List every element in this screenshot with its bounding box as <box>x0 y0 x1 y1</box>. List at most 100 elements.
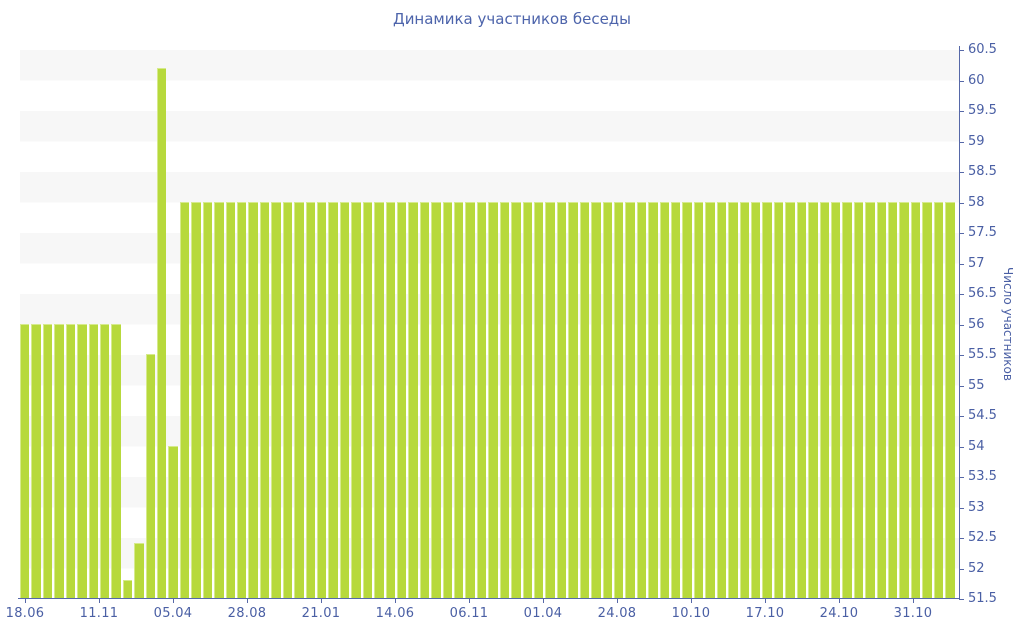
bar[interactable] <box>579 202 590 598</box>
bar[interactable] <box>728 202 738 598</box>
bar[interactable] <box>476 202 487 598</box>
bar[interactable] <box>419 202 430 598</box>
bar[interactable] <box>785 202 795 598</box>
bar[interactable] <box>499 202 510 598</box>
bar[interactable] <box>511 202 521 598</box>
x-tick <box>25 599 26 603</box>
y-tick-label: 55 <box>968 377 985 393</box>
y-tick-label: 54.5 <box>968 408 997 423</box>
x-tick <box>543 599 544 603</box>
bar[interactable] <box>122 579 133 598</box>
y-tick <box>959 355 964 356</box>
bar[interactable] <box>442 202 453 598</box>
bar[interactable] <box>739 202 749 598</box>
y-tick <box>959 294 964 295</box>
bar[interactable] <box>591 202 601 598</box>
bar[interactable] <box>910 202 921 598</box>
bar[interactable] <box>533 202 544 598</box>
bar[interactable] <box>225 202 236 598</box>
bar[interactable] <box>488 202 498 598</box>
bar[interactable] <box>865 202 875 598</box>
bar[interactable] <box>842 202 852 598</box>
bar[interactable] <box>522 202 532 598</box>
bar[interactable] <box>282 202 293 598</box>
bar[interactable] <box>31 324 41 598</box>
bar[interactable] <box>237 202 247 598</box>
bar[interactable] <box>659 202 670 598</box>
bar[interactable] <box>191 202 201 598</box>
bar[interactable] <box>134 543 144 598</box>
bar[interactable] <box>362 202 373 598</box>
bar[interactable] <box>876 202 887 598</box>
bar[interactable] <box>145 354 156 598</box>
bar[interactable] <box>853 202 864 598</box>
x-tick <box>99 599 100 603</box>
bar[interactable] <box>751 202 761 598</box>
bar[interactable] <box>671 202 681 598</box>
bar[interactable] <box>351 202 361 598</box>
bar[interactable] <box>157 68 167 598</box>
bar[interactable] <box>431 202 441 598</box>
bar[interactable] <box>385 202 395 598</box>
bar[interactable] <box>202 202 213 598</box>
bar[interactable] <box>396 202 407 598</box>
bar[interactable] <box>99 324 110 598</box>
bar[interactable] <box>454 202 464 598</box>
bar[interactable] <box>545 202 555 598</box>
bar[interactable] <box>556 202 567 598</box>
y-tick-label: 59 <box>968 133 985 149</box>
bar[interactable] <box>762 202 772 598</box>
bar[interactable] <box>602 202 612 598</box>
bar[interactable] <box>77 324 87 598</box>
bar[interactable] <box>259 202 270 598</box>
bar[interactable] <box>773 202 784 598</box>
bar[interactable] <box>168 445 178 598</box>
bar[interactable] <box>328 202 338 598</box>
y-axis-title: Число участников <box>1001 267 1015 381</box>
y-tick <box>959 50 964 51</box>
bar[interactable] <box>808 202 818 598</box>
bar[interactable] <box>945 202 955 598</box>
bar[interactable] <box>819 202 829 598</box>
y-tick <box>959 324 964 326</box>
bar[interactable] <box>408 202 418 598</box>
bar[interactable] <box>316 202 327 598</box>
bar[interactable] <box>294 202 304 598</box>
bar[interactable] <box>248 202 258 598</box>
bar[interactable] <box>305 202 315 598</box>
bar[interactable] <box>796 202 807 598</box>
bar[interactable] <box>716 202 727 598</box>
bar[interactable] <box>65 324 76 598</box>
bar[interactable] <box>88 324 98 598</box>
bar[interactable] <box>111 324 121 598</box>
bar[interactable] <box>625 202 635 598</box>
bar[interactable] <box>271 202 281 598</box>
bar[interactable] <box>922 202 932 598</box>
bar[interactable] <box>374 202 384 598</box>
y-tick-label: 60.5 <box>968 42 997 57</box>
bar[interactable] <box>830 202 841 598</box>
bar[interactable] <box>682 202 692 598</box>
bar[interactable] <box>899 202 909 598</box>
y-tick-label: 52 <box>968 560 985 576</box>
x-tick-label: 18.06 <box>5 606 45 621</box>
bar[interactable] <box>648 202 658 598</box>
bar[interactable] <box>42 324 53 598</box>
y-tick <box>959 416 964 417</box>
bar[interactable] <box>568 202 578 598</box>
bar[interactable] <box>465 202 475 598</box>
bar[interactable] <box>693 202 704 598</box>
bar[interactable] <box>613 202 624 598</box>
bar[interactable] <box>636 202 647 598</box>
x-tick-label: 14.06 <box>375 606 415 621</box>
bar[interactable] <box>888 202 898 598</box>
bar[interactable] <box>214 202 224 598</box>
y-tick-label: 56.5 <box>968 286 997 301</box>
bar[interactable] <box>20 324 30 598</box>
bar[interactable] <box>705 202 715 598</box>
bar[interactable] <box>339 202 350 598</box>
bar[interactable] <box>179 202 190 598</box>
bar[interactable] <box>54 324 64 598</box>
bar[interactable] <box>933 202 944 598</box>
x-tick-label: 11.11 <box>79 606 119 621</box>
